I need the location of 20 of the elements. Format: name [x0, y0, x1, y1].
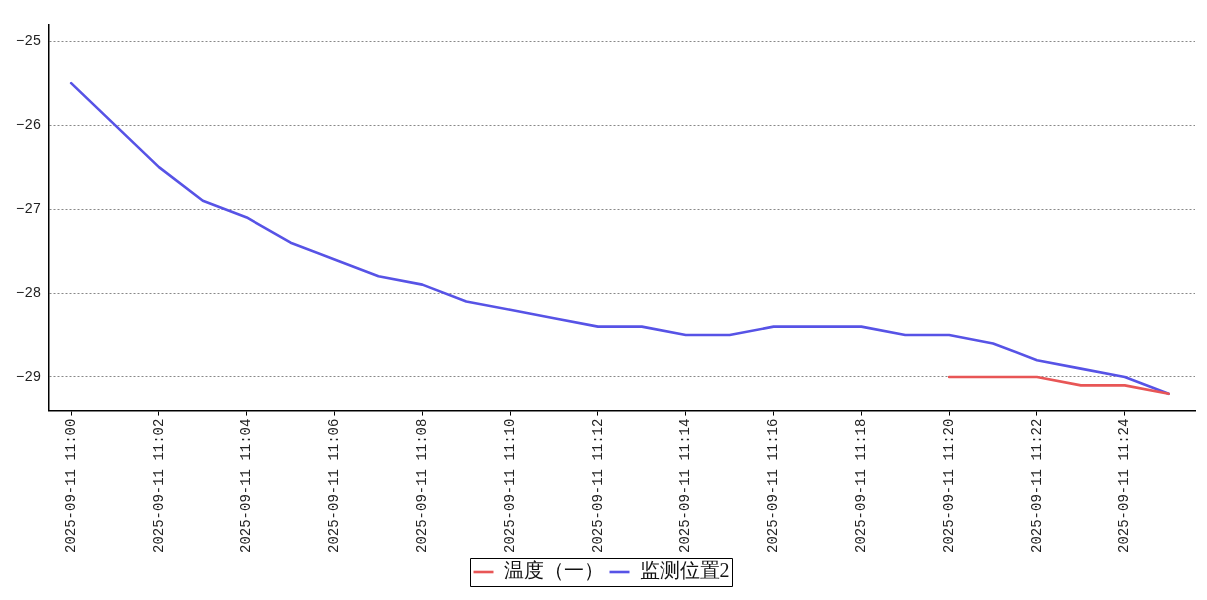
y-tick-label: −29: [15, 368, 42, 385]
x-tick-label: 2025-09-11 11:12: [589, 418, 606, 553]
y-tick-label: −26: [15, 116, 42, 133]
x-tick-label: 2025-09-11 11:22: [1028, 418, 1045, 553]
x-tick-label: 2025-09-11 11:14: [677, 418, 694, 553]
x-tick-label: 2025-09-11 11:10: [501, 418, 518, 553]
x-tick-label: 2025-09-11 11:00: [62, 418, 79, 553]
y-tick-label: −28: [15, 284, 42, 301]
x-tick-label: 2025-09-11 11:24: [1116, 418, 1133, 553]
legend-label: 监测位置2: [639, 559, 730, 582]
x-tick-label: 2025-09-11 11:16: [765, 418, 782, 553]
y-tick-label: −25: [15, 32, 42, 49]
x-tick-label: 2025-09-11 11:20: [940, 418, 957, 553]
x-tick-label: 2025-09-11 11:08: [414, 418, 431, 553]
x-tick-label: 2025-09-11 11:06: [326, 418, 343, 553]
legend-label: 温度（一）: [503, 559, 604, 582]
x-tick-label: 2025-09-11 11:02: [150, 418, 167, 553]
y-tick-label: −27: [15, 200, 42, 217]
x-tick-label: 2025-09-11 11:04: [238, 418, 255, 553]
x-tick-label: 2025-09-11 11:18: [853, 418, 870, 553]
